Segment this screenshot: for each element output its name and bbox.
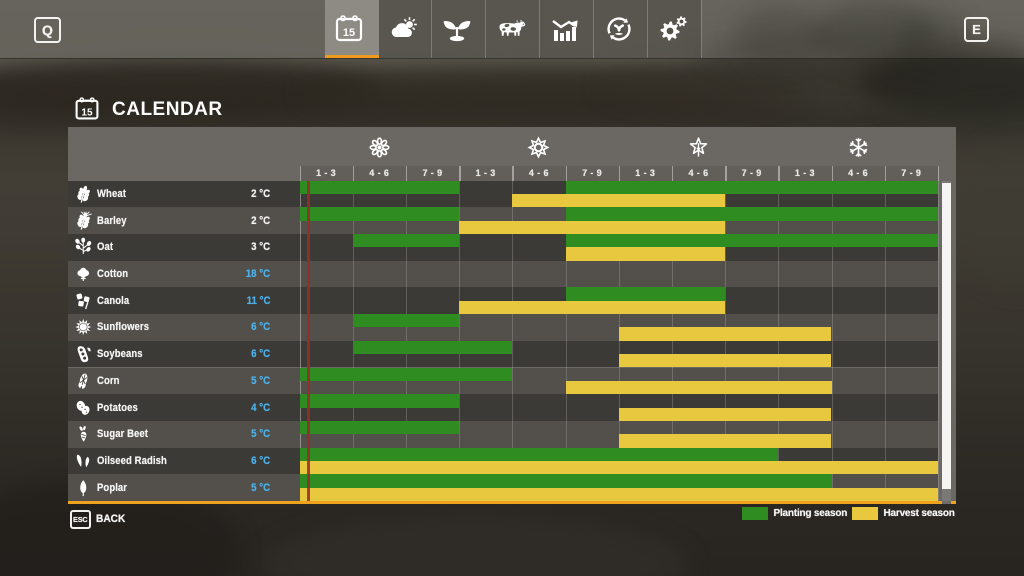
- svg-text:15: 15: [81, 108, 93, 119]
- svg-text:15: 15: [343, 27, 355, 39]
